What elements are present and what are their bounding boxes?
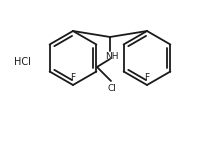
Text: F: F [145,73,150,82]
Text: NH: NH [105,52,119,61]
Text: Cl: Cl [107,84,116,93]
Text: HCl: HCl [14,57,30,67]
Text: F: F [71,73,76,82]
